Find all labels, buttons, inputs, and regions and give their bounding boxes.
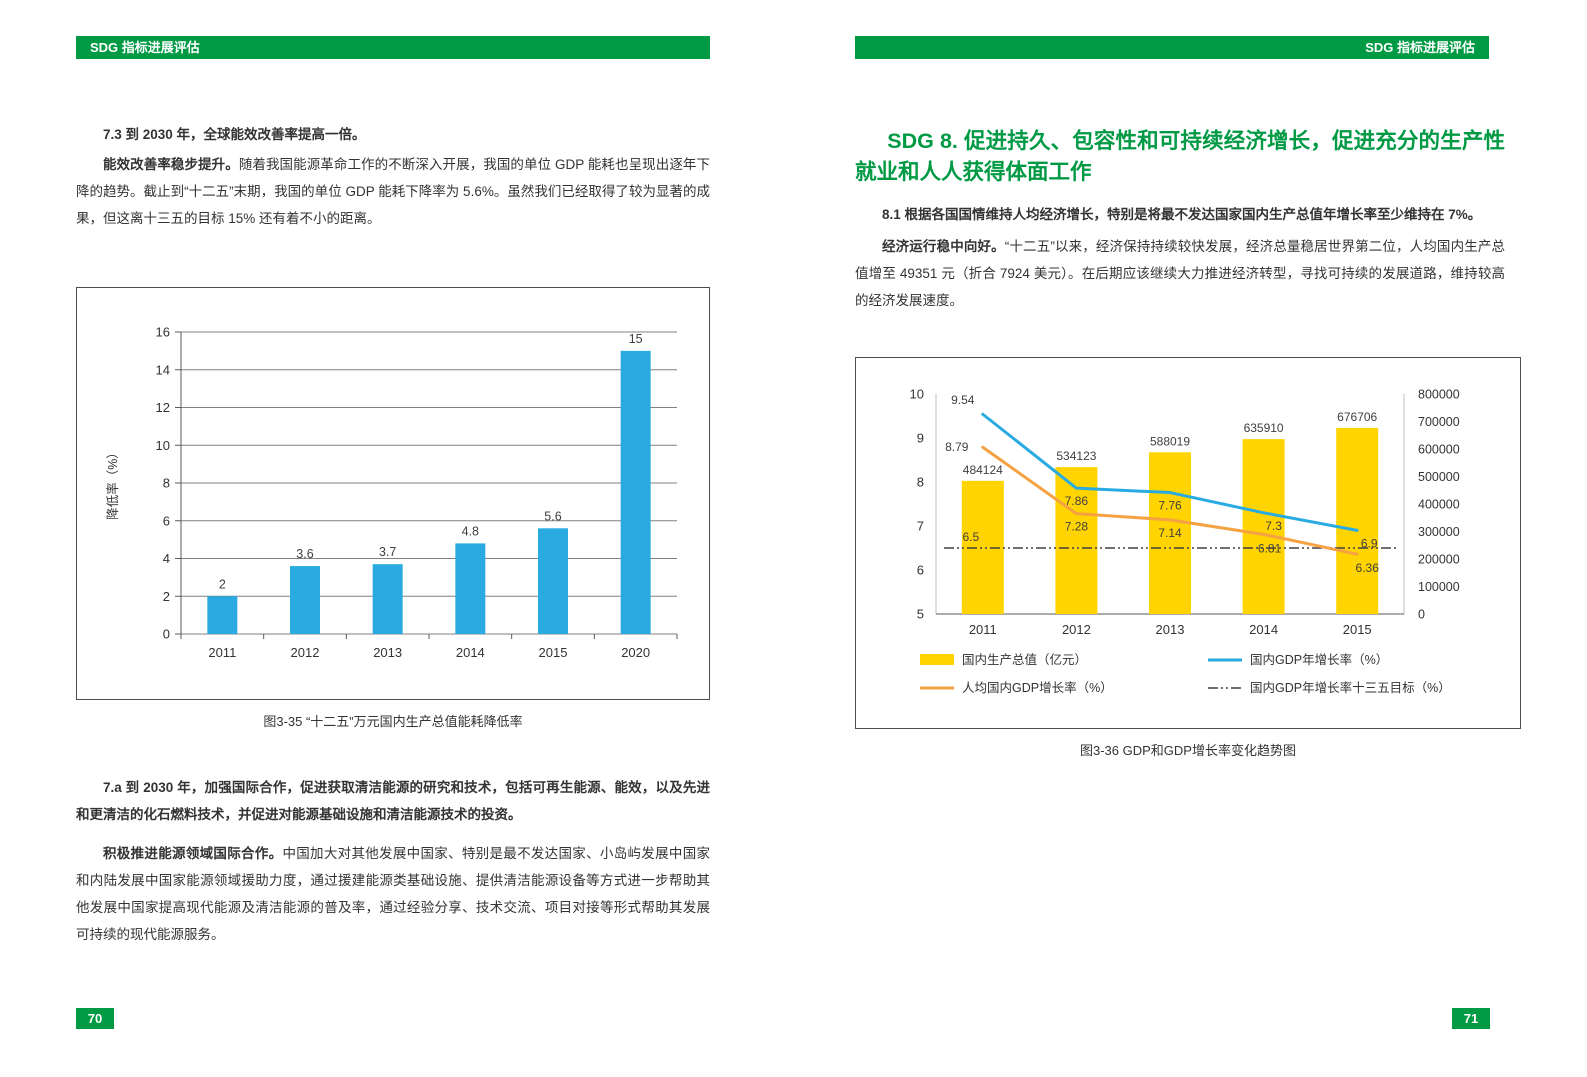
sdg-8-title: SDG 8. 促进持久、包容性和可持续经济增长，促进充分的生产性就业和人人获得体… — [855, 129, 1505, 184]
svg-text:4: 4 — [163, 551, 170, 566]
svg-text:2015: 2015 — [1343, 622, 1372, 637]
section-7-3-paragraph: 能效改善率稳步提升。随着我国能源革命工作的不断深入开展，我国的单位 GDP 能耗… — [76, 151, 710, 232]
svg-text:14: 14 — [156, 362, 170, 377]
svg-text:国内GDP年增长率十三五目标（%）: 国内GDP年增长率十三五目标（%） — [1250, 680, 1451, 695]
section-8-1-heading: 8.1 根据各国国情维持人均经济增长，特别是将最不发达国家国内生产总值年增长率至… — [882, 207, 1482, 222]
svg-text:2014: 2014 — [456, 645, 485, 660]
svg-text:7: 7 — [917, 519, 924, 534]
svg-text:2012: 2012 — [291, 645, 320, 660]
section-8-1-paragraph: 经济运行稳中向好。“十二五”以来，经济保持持续较快发展，经济总量稳居世界第二位，… — [855, 233, 1505, 314]
svg-text:2014: 2014 — [1249, 622, 1278, 637]
svg-text:人均国内GDP增长率（%）: 人均国内GDP增长率（%） — [962, 680, 1113, 695]
svg-text:7.28: 7.28 — [1065, 520, 1089, 534]
svg-text:9: 9 — [917, 431, 924, 446]
svg-text:2: 2 — [219, 577, 226, 591]
svg-text:200000: 200000 — [1418, 553, 1460, 567]
svg-text:6: 6 — [917, 563, 924, 578]
svg-text:800000: 800000 — [1418, 388, 1460, 402]
svg-text:7.3: 7.3 — [1265, 519, 1282, 533]
svg-text:300000: 300000 — [1418, 525, 1460, 539]
svg-text:10: 10 — [156, 438, 170, 453]
svg-text:降低率（%）: 降低率（%） — [105, 446, 120, 520]
svg-text:400000: 400000 — [1418, 498, 1460, 512]
svg-text:2020: 2020 — [621, 645, 650, 660]
svg-text:8: 8 — [917, 475, 924, 490]
svg-text:2012: 2012 — [1062, 622, 1091, 637]
section-7-a-heading: 7.a 到 2030 年，加强国际合作，促进获取清洁能源的研究和技术，包括可再生… — [76, 780, 710, 822]
svg-text:2011: 2011 — [208, 645, 236, 660]
svg-text:5.6: 5.6 — [544, 509, 561, 523]
svg-text:500000: 500000 — [1418, 470, 1460, 484]
svg-text:8.79: 8.79 — [945, 440, 969, 454]
svg-text:5: 5 — [917, 607, 924, 622]
svg-text:12: 12 — [156, 400, 170, 415]
paragraph-lead: 积极推进能源领域国际合作。 — [103, 846, 283, 861]
svg-text:15: 15 — [629, 332, 643, 346]
svg-text:6.9: 6.9 — [1361, 536, 1378, 550]
figure-3-35-caption: 图3-35 “十二五”万元国内生产总值能耗降低率 — [263, 714, 523, 729]
svg-text:2013: 2013 — [373, 645, 402, 660]
svg-text:6.81: 6.81 — [1258, 541, 1282, 555]
svg-text:3.6: 3.6 — [296, 547, 313, 561]
svg-text:700000: 700000 — [1418, 415, 1460, 429]
section-7-3-heading: 7.3 到 2030 年，全球能效改善率提高一倍。 — [103, 127, 366, 142]
svg-text:2: 2 — [163, 589, 170, 604]
svg-text:7.76: 7.76 — [1158, 499, 1182, 513]
svg-text:6.5: 6.5 — [962, 530, 979, 544]
svg-text:6.36: 6.36 — [1356, 561, 1380, 575]
svg-text:0: 0 — [1418, 608, 1425, 622]
svg-text:2013: 2013 — [1156, 622, 1185, 637]
svg-text:8: 8 — [163, 476, 170, 491]
figure-3-36-caption: 图3-36 GDP和GDP增长率变化趋势图 — [1080, 743, 1296, 758]
svg-text:676706: 676706 — [1337, 410, 1377, 424]
svg-text:100000: 100000 — [1418, 580, 1460, 594]
right-header-title: SDG 指标进展评估 — [1365, 40, 1475, 55]
figure-3-35-box: 0 2 4 6 8 10 12 14 16 2 2011 3.6 2012 3.7 2013 4.8 2014 5… — [76, 287, 710, 700]
gdp-growth-combo-chart: 5 6 7 8 9 10 0 100000 200000 300000 400000 500000 60… — [910, 387, 1460, 696]
left-header-title: SDG 指标进展评估 — [90, 40, 200, 55]
svg-text:2011: 2011 — [969, 622, 997, 637]
svg-text:484124: 484124 — [963, 463, 1003, 477]
paragraph-body: 随着我国能源革命工作的不断深入开展，我国的单位 GDP 能耗也呈现出逐年下降的趋… — [76, 157, 710, 226]
paragraph-lead: 经济运行稳中向好。 — [882, 239, 1005, 254]
svg-text:3.7: 3.7 — [379, 545, 396, 559]
svg-text:国内GDP年增长率（%）: 国内GDP年增长率（%） — [1250, 652, 1388, 667]
paragraph-body: “十二五”以来，经济保持持续较快发展，经济总量稳居世界第二位，人均国内生产总值增… — [855, 239, 1505, 308]
svg-text:588019: 588019 — [1150, 434, 1190, 448]
svg-text:635910: 635910 — [1244, 421, 1284, 435]
svg-text:0: 0 — [163, 627, 170, 642]
right-page-header-bar: SDG 指标进展评估 — [855, 36, 1489, 59]
svg-text:7.14: 7.14 — [1158, 526, 1182, 540]
paragraph-body: 中国加大对其他发展中国家、特别是最不发达国家、小岛屿发展中国家和内陆发展中国家能… — [76, 846, 711, 942]
svg-text:10: 10 — [910, 387, 924, 402]
paragraph-lead: 能效改善率稳步提升。 — [103, 157, 239, 172]
svg-text:国内生产总值（亿元）: 国内生产总值（亿元） — [962, 652, 1087, 667]
figure-3-36-box: 5 6 7 8 9 10 0 100000 200000 300000 400000 500000 60… — [855, 357, 1521, 729]
svg-text:7.86: 7.86 — [1065, 494, 1089, 508]
left-page-number-badge: 70 — [76, 1008, 114, 1029]
svg-text:2015: 2015 — [539, 645, 568, 660]
svg-text:16: 16 — [156, 325, 170, 340]
energy-reduction-bar-chart: 0 2 4 6 8 10 12 14 16 2 2011 3.6 2012 3.7 2013 4.8 2014 5… — [105, 325, 678, 660]
svg-text:6: 6 — [163, 513, 170, 528]
svg-text:534123: 534123 — [1056, 449, 1096, 463]
section-7-a-paragraph: 积极推进能源领域国际合作。中国加大对其他发展中国家、特别是最不发达国家、小岛屿发… — [76, 840, 710, 948]
right-page-number-badge: 71 — [1452, 1008, 1490, 1029]
left-page-header-bar: SDG 指标进展评估 — [76, 36, 710, 59]
svg-text:9.54: 9.54 — [951, 393, 975, 407]
svg-text:600000: 600000 — [1418, 443, 1460, 457]
svg-text:4.8: 4.8 — [462, 524, 479, 538]
